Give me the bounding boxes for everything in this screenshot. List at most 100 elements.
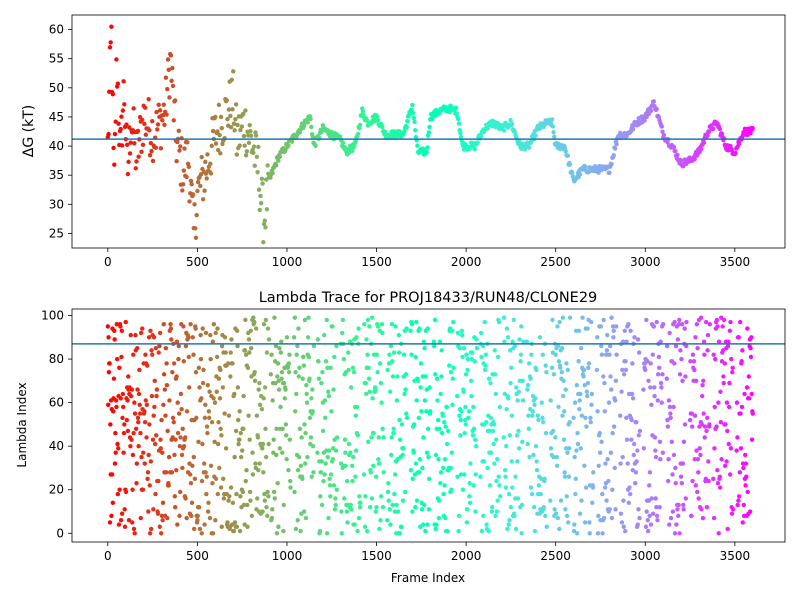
lambda-point [348, 502, 353, 508]
lambda-axes-frame [71, 308, 786, 543]
lambda-point [457, 345, 462, 351]
lambda-point [504, 443, 509, 449]
lambda-point [628, 328, 633, 333]
lambda-point [269, 515, 275, 521]
lambda-point [274, 531, 280, 536]
lambda-point [444, 441, 450, 447]
lambda-point [115, 441, 120, 447]
lambda-point [319, 459, 324, 464]
lambda-point [673, 465, 678, 471]
delta-g-point [276, 158, 281, 163]
y-tick-label: 40 [49, 439, 64, 453]
lambda-point [649, 402, 654, 408]
lambda-point [196, 439, 201, 445]
lambda-point [532, 528, 538, 534]
delta-g-point [195, 188, 200, 194]
lambda-point [123, 489, 129, 495]
delta-g-point [231, 69, 236, 74]
lambda-point [536, 417, 541, 423]
lambda-point [620, 339, 626, 344]
lambda-point [204, 424, 210, 429]
lambda-point [724, 400, 730, 405]
lambda-point [307, 376, 312, 381]
lambda-point [652, 435, 658, 440]
lambda-point [113, 430, 118, 436]
lambda-point [388, 343, 394, 349]
lambda-point [375, 369, 380, 375]
lambda-point [723, 422, 728, 427]
delta-g-point [111, 145, 116, 151]
lambda-point [115, 491, 121, 497]
lambda-point [497, 404, 502, 410]
lambda-point [355, 404, 360, 410]
lambda-point [281, 502, 286, 508]
delta-g-point [243, 153, 249, 158]
delta-g-point [119, 143, 125, 148]
lambda-point [611, 424, 617, 429]
lambda-point [241, 393, 246, 399]
lambda-point [380, 426, 385, 431]
lambda-point [711, 352, 716, 357]
lambda-point [165, 428, 170, 434]
lambda-point [525, 383, 531, 388]
lambda-point [689, 411, 695, 416]
lambda-point [125, 428, 131, 434]
lambda-point [483, 363, 488, 368]
lambda-point [356, 515, 362, 521]
delta-g-point [121, 79, 126, 84]
lambda-point [729, 511, 735, 516]
lambda-point [509, 365, 514, 370]
lambda-point [560, 315, 566, 320]
lambda-point [725, 343, 731, 349]
lambda-point [599, 352, 605, 357]
lambda-point [446, 428, 451, 434]
y-tick-label: 20 [49, 483, 64, 497]
lambda-point [158, 446, 164, 451]
delta-g-point [549, 117, 555, 122]
lambda-point [274, 452, 279, 458]
delta-g-point [256, 187, 262, 192]
lambda-point [186, 354, 192, 360]
lambda-point [443, 515, 448, 521]
lambda-point [442, 420, 447, 425]
lambda-point [582, 383, 587, 388]
lambda-point [252, 378, 258, 384]
delta-g-point [660, 129, 665, 134]
delta-g-point [607, 170, 612, 176]
lambda-point [349, 463, 355, 468]
lambda-point [744, 474, 749, 479]
delta-g-point [611, 153, 616, 158]
y-tick-label: 100 [41, 309, 64, 323]
lambda-point [260, 446, 265, 451]
lambda-point [250, 450, 255, 455]
lambda-point [728, 319, 733, 325]
delta-g-point [265, 163, 270, 168]
lambda-point [488, 415, 494, 421]
lambda-point [565, 367, 571, 373]
lambda-point [657, 504, 662, 510]
delta-g-point [140, 142, 146, 147]
delta-g-point [705, 133, 710, 138]
lambda-point [629, 437, 634, 442]
lambda-point [743, 461, 749, 466]
lambda-point [717, 474, 722, 479]
lambda-point [424, 409, 429, 414]
lambda-point [738, 319, 743, 325]
lambda-point [199, 396, 204, 401]
lambda-point [564, 361, 569, 366]
lambda-point [655, 398, 661, 403]
lambda-point [566, 520, 571, 525]
lambda-point [749, 335, 754, 340]
lambda-point [534, 467, 540, 473]
lambda-point [544, 369, 549, 375]
lambda-point [273, 380, 278, 386]
lambda-point [557, 526, 562, 532]
lambda-point [420, 465, 425, 471]
delta-g-point [733, 150, 738, 156]
lambda-point [257, 380, 262, 386]
lambda-point [128, 393, 134, 399]
lambda-point [178, 391, 184, 397]
lambda-point [487, 428, 492, 434]
lambda-point [680, 461, 686, 466]
lambda-point [111, 376, 117, 381]
